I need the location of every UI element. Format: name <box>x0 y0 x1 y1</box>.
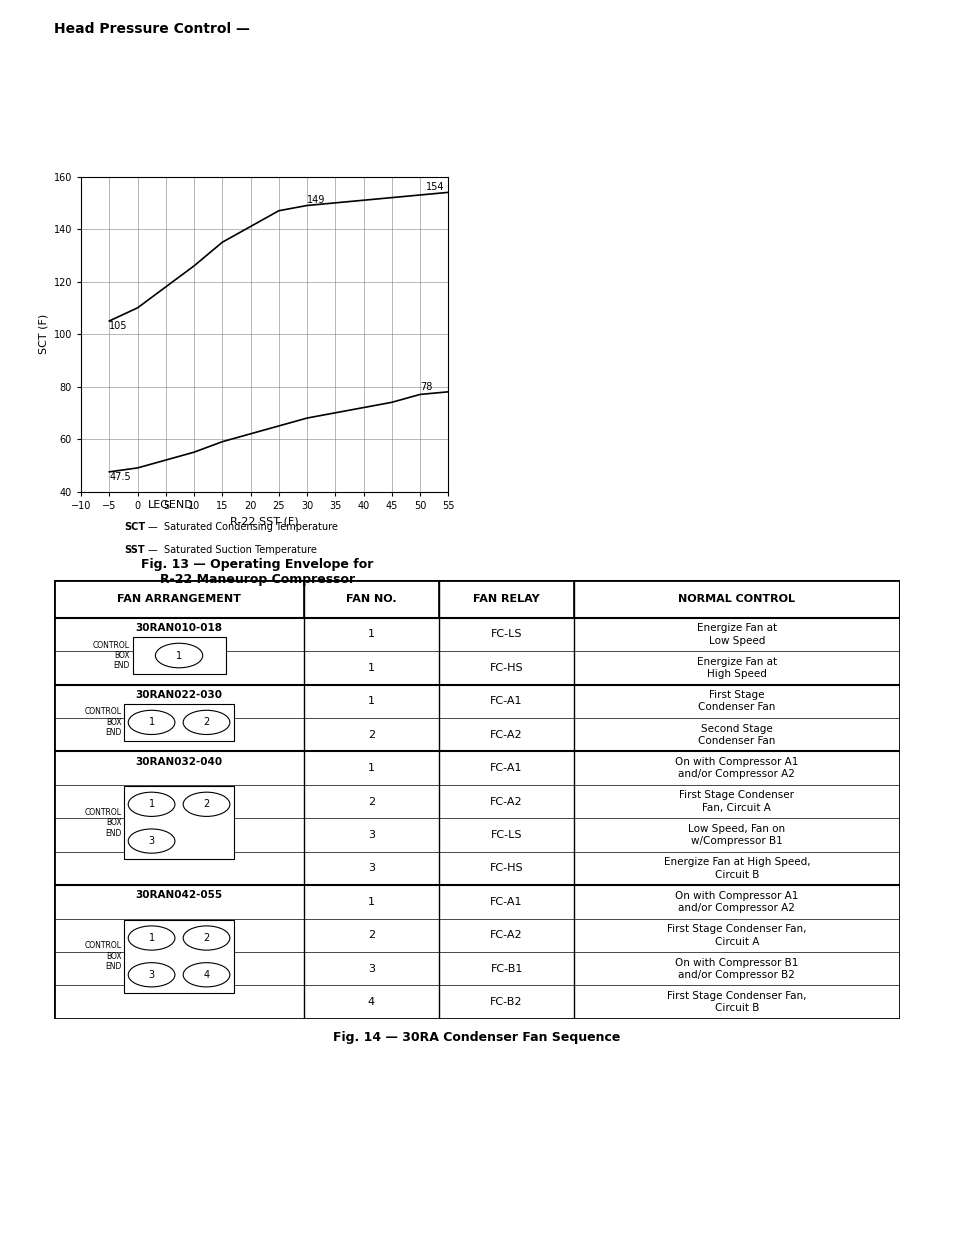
Text: 1: 1 <box>368 697 375 706</box>
Bar <box>132 637 225 674</box>
Text: SST: SST <box>124 545 145 555</box>
Text: CONTROL
BOX
END: CONTROL BOX END <box>85 708 121 737</box>
Text: NORMAL CONTROL: NORMAL CONTROL <box>678 594 795 604</box>
Circle shape <box>128 829 174 853</box>
Text: 1: 1 <box>149 718 154 727</box>
Text: First Stage
Condenser Fan: First Stage Condenser Fan <box>698 690 775 713</box>
Text: 30RAN010-018: 30RAN010-018 <box>135 622 222 634</box>
Text: FC-A1: FC-A1 <box>490 763 522 773</box>
Text: FC-LS: FC-LS <box>491 830 522 840</box>
Text: On with Compressor A1
and/or Compressor A2: On with Compressor A1 and/or Compressor … <box>675 757 798 779</box>
Text: 2: 2 <box>203 718 210 727</box>
Text: 2: 2 <box>368 730 375 740</box>
Text: 3: 3 <box>368 830 375 840</box>
Text: FC-LS: FC-LS <box>491 630 522 640</box>
Text: 30RAN022-030: 30RAN022-030 <box>135 690 222 700</box>
Text: 2: 2 <box>368 797 375 806</box>
Text: 1: 1 <box>368 663 375 673</box>
Bar <box>124 785 233 860</box>
Text: 154: 154 <box>425 183 444 193</box>
Text: 105: 105 <box>110 321 128 331</box>
Text: Energize Fan at High Speed,
Circuit B: Energize Fan at High Speed, Circuit B <box>663 857 809 879</box>
Text: Fig. 13 — Operating Envelope for
R-22 Maneurop Compressor: Fig. 13 — Operating Envelope for R-22 Ma… <box>141 558 374 587</box>
Text: 30RAN032-040: 30RAN032-040 <box>135 757 222 767</box>
Text: 2: 2 <box>203 799 210 809</box>
Circle shape <box>128 926 174 950</box>
Text: 1: 1 <box>368 763 375 773</box>
Text: FC-B1: FC-B1 <box>490 963 522 973</box>
Text: FAN NO.: FAN NO. <box>346 594 396 604</box>
Circle shape <box>155 643 202 668</box>
Text: —  Saturated Suction Temperature: — Saturated Suction Temperature <box>148 545 316 555</box>
Text: 2: 2 <box>368 930 375 940</box>
Text: LEGEND: LEGEND <box>148 500 193 510</box>
Text: 3: 3 <box>149 836 154 846</box>
Circle shape <box>128 962 174 987</box>
Text: 78: 78 <box>419 382 432 391</box>
Text: Second Stage
Condenser Fan: Second Stage Condenser Fan <box>698 724 775 746</box>
Text: 30RAN042-055: 30RAN042-055 <box>135 890 222 900</box>
Circle shape <box>183 962 230 987</box>
Circle shape <box>183 926 230 950</box>
Text: Energize Fan at
Low Speed: Energize Fan at Low Speed <box>696 624 776 646</box>
Text: 1: 1 <box>368 897 375 906</box>
Text: FC-A1: FC-A1 <box>490 697 522 706</box>
Text: First Stage Condenser Fan,
Circuit B: First Stage Condenser Fan, Circuit B <box>666 990 806 1014</box>
Text: CONTROL
BOX
END: CONTROL BOX END <box>93 641 130 671</box>
Text: 3: 3 <box>368 963 375 973</box>
Circle shape <box>183 710 230 735</box>
Circle shape <box>183 792 230 816</box>
Text: FC-A1: FC-A1 <box>490 897 522 906</box>
X-axis label: R-22 SST (F): R-22 SST (F) <box>231 516 298 526</box>
Text: FC-HS: FC-HS <box>489 863 523 873</box>
Text: 3: 3 <box>368 863 375 873</box>
Text: 1: 1 <box>149 932 154 944</box>
Circle shape <box>128 710 174 735</box>
Text: CONTROL
BOX
END: CONTROL BOX END <box>85 941 121 971</box>
Text: FC-A2: FC-A2 <box>490 730 522 740</box>
Y-axis label: SCT (F): SCT (F) <box>38 314 48 354</box>
Text: —  Saturated Condensing Temperature: — Saturated Condensing Temperature <box>148 522 337 532</box>
Text: 4: 4 <box>368 997 375 1008</box>
Bar <box>124 704 233 741</box>
Text: Energize Fan at
High Speed: Energize Fan at High Speed <box>696 657 776 679</box>
Text: 47.5: 47.5 <box>110 472 131 482</box>
Text: FC-B2: FC-B2 <box>490 997 522 1008</box>
Text: Low Speed, Fan on
w/Compressor B1: Low Speed, Fan on w/Compressor B1 <box>688 824 784 846</box>
Text: FC-A2: FC-A2 <box>490 930 522 940</box>
Text: On with Compressor B1
and/or Compressor B2: On with Compressor B1 and/or Compressor … <box>675 957 798 979</box>
Text: SCT: SCT <box>124 522 145 532</box>
Text: CONTROL
BOX
END: CONTROL BOX END <box>85 808 121 837</box>
Bar <box>124 920 233 993</box>
Text: FC-A2: FC-A2 <box>490 797 522 806</box>
Text: Head Pressure Control —: Head Pressure Control — <box>54 22 250 36</box>
Bar <box>54 580 899 618</box>
Text: FAN RELAY: FAN RELAY <box>473 594 539 604</box>
Text: 149: 149 <box>307 195 325 205</box>
Text: FC-HS: FC-HS <box>489 663 523 673</box>
Text: On with Compressor A1
and/or Compressor A2: On with Compressor A1 and/or Compressor … <box>675 890 798 913</box>
Text: 4: 4 <box>203 969 210 979</box>
Text: First Stage Condenser
Fan, Circuit A: First Stage Condenser Fan, Circuit A <box>679 790 794 813</box>
Text: First Stage Condenser Fan,
Circuit A: First Stage Condenser Fan, Circuit A <box>666 924 806 946</box>
Text: 1: 1 <box>149 799 154 809</box>
Text: 1: 1 <box>175 651 182 661</box>
Circle shape <box>128 792 174 816</box>
Text: 3: 3 <box>149 969 154 979</box>
Text: Fig. 14 — 30RA Condenser Fan Sequence: Fig. 14 — 30RA Condenser Fan Sequence <box>333 1031 620 1045</box>
Text: 2: 2 <box>203 932 210 944</box>
Text: FAN ARRANGEMENT: FAN ARRANGEMENT <box>117 594 241 604</box>
Text: 1: 1 <box>368 630 375 640</box>
